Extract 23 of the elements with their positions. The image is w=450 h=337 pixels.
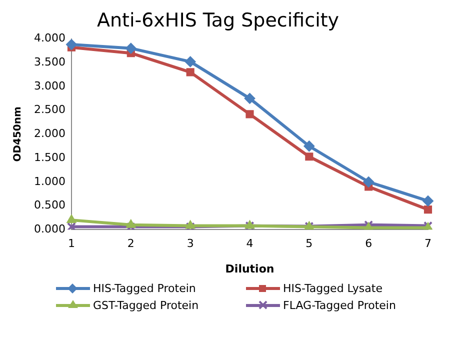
x-tick-label: 4 <box>246 237 254 250</box>
y-tick-label: 0.500 <box>34 198 66 212</box>
x-tick-label: 1 <box>68 237 75 250</box>
x-tick-label: 3 <box>186 237 194 250</box>
y-tick-label: 1.500 <box>34 150 66 164</box>
y-tick-label: 1.000 <box>34 174 66 188</box>
y-tick-label: 4.000 <box>34 32 66 45</box>
legend-label: GST-Tagged Protein <box>93 299 199 312</box>
y-tick-label: 0.000 <box>34 222 66 236</box>
legend-label: HIS-Tagged Lysate <box>283 282 382 295</box>
legend-label: HIS-Tagged Protein <box>93 282 196 295</box>
y-axis-title: OD450nm <box>12 106 24 162</box>
y-tick-label: 2.000 <box>34 127 66 140</box>
x-tick-label: 5 <box>306 237 313 250</box>
chart-title: Anti-6xHIS Tag Specificity <box>96 9 340 32</box>
x-tick-label: 2 <box>127 237 134 250</box>
y-tick-label: 2.500 <box>34 103 66 116</box>
legend-label: FLAG-Tagged Protein <box>283 299 396 312</box>
x-axis-title: Dilution <box>225 262 274 276</box>
y-tick-label: 3.000 <box>34 79 66 92</box>
x-tick-label: 6 <box>365 237 372 250</box>
x-tick-label: 7 <box>424 237 432 250</box>
y-tick-label: 3.500 <box>34 56 66 69</box>
